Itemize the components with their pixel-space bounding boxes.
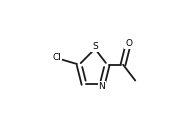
Text: S: S <box>92 42 98 51</box>
Text: Cl: Cl <box>52 53 61 62</box>
Text: O: O <box>125 39 132 48</box>
Text: N: N <box>98 81 105 91</box>
